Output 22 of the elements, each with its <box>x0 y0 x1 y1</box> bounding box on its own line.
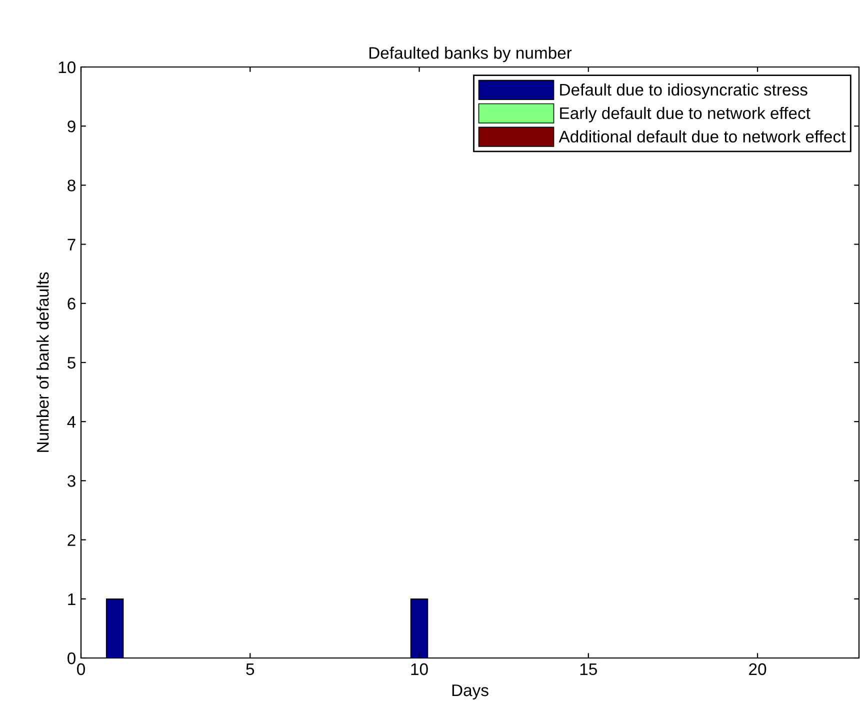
x-tick-label: 0 <box>77 663 85 676</box>
y-tick-label: 8 <box>68 180 76 192</box>
x-tick-label: 10 <box>411 663 428 676</box>
y-axis-title: Number of bank defaults <box>36 272 49 452</box>
legend-label: Early default due to network effect <box>560 106 810 122</box>
y-tick-label: 10 <box>58 61 76 74</box>
y-tick-label: 2 <box>68 534 76 546</box>
legend-label: Additional default due to network effect <box>558 130 846 142</box>
y-tick-label: 6 <box>68 298 76 310</box>
x-tick-label: 20 <box>749 663 766 676</box>
y-tick-label: 1 <box>68 593 76 605</box>
x-axis-title: Days <box>452 684 488 700</box>
y-tick-label: 3 <box>68 475 76 487</box>
chart-title: Defaulted banks by number <box>369 46 572 62</box>
y-tick-label: 7 <box>68 238 76 250</box>
y-tick-label: 5 <box>68 357 76 369</box>
x-tick-label: 5 <box>246 663 254 676</box>
x-tick-label: 15 <box>580 663 597 676</box>
y-tick-label: 4 <box>67 416 76 428</box>
y-tick-label: 9 <box>68 120 76 132</box>
y-tick-label: 0 <box>68 652 76 664</box>
legend-label: Default due to idiosyncratic stress <box>560 83 808 99</box>
